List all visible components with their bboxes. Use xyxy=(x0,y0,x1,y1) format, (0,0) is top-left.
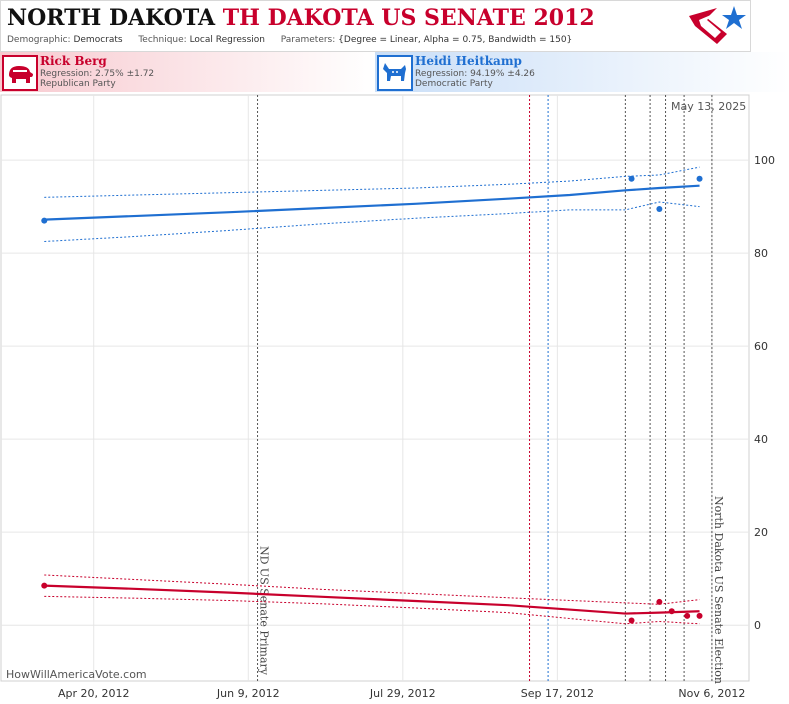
confidence-lower-line xyxy=(44,595,700,625)
candidate-name: Heidi Heitkamp xyxy=(415,54,522,68)
y-tick-label: 80 xyxy=(754,247,768,260)
parameters-label: Parameters: xyxy=(280,35,336,45)
x-tick-label: Jun 9, 2012 xyxy=(216,687,280,700)
x-tick-label: Nov 6, 2012 xyxy=(678,687,745,700)
confidence-upper-line xyxy=(44,166,700,198)
data-point xyxy=(684,612,691,619)
donkey-icon xyxy=(377,55,413,91)
y-tick-label: 0 xyxy=(754,619,761,632)
poll-lines xyxy=(529,95,685,681)
candidate-democrat: Heidi Heitkamp Regression: 94.19% ±4.26 … xyxy=(375,52,789,92)
data-point xyxy=(628,175,635,182)
parameters-value: {Degree = Linear, Alpha = 0.75, Bandwidt… xyxy=(338,35,573,45)
candidate-regression: Regression: 94.19% ±4.26 xyxy=(415,69,535,79)
parameters-bar: Demographic: Democrats Technique: Local … xyxy=(7,35,572,45)
x-tick-label: Apr 20, 2012 xyxy=(58,687,130,700)
data-point xyxy=(41,217,48,224)
title-state: NORTH DAKOTA xyxy=(7,5,216,31)
data-point xyxy=(668,608,675,615)
y-axis: 0 20 40 60 80 100 xyxy=(754,154,775,632)
series-layer xyxy=(41,166,703,625)
candidate-party: Republican Party xyxy=(40,79,116,89)
candidate-regression: Regression: 2.75% ±1.72 xyxy=(40,69,155,79)
page-title: NORTH DAKOTA TH DAKOTA US SENATE 2012 xyxy=(7,5,595,31)
date-stamp: May 13, 2025 xyxy=(671,100,747,113)
x-tick-label: Jul 29, 2012 xyxy=(369,687,436,700)
x-tick-label: Sep 17, 2012 xyxy=(521,687,594,700)
demographic-value: Democrats xyxy=(73,35,123,45)
y-tick-label: 60 xyxy=(754,340,768,353)
watermark: HowWillAmericaVote.com xyxy=(6,668,147,681)
series-berg xyxy=(41,574,703,625)
y-tick-label: 40 xyxy=(754,433,768,446)
data-point xyxy=(696,175,703,182)
event-label: North Dakota US Senate Election xyxy=(712,496,725,684)
technique-label: Technique: xyxy=(138,35,187,45)
y-tick-label: 100 xyxy=(754,154,775,167)
event-lines: ND US Senate Primary North Dakota US Sena… xyxy=(257,95,725,684)
series-heitkamp xyxy=(41,166,703,242)
candidate-republican: Rick Berg Regression: 2.75% ±1.72 Republ… xyxy=(0,52,375,92)
title-race: TH DAKOTA US SENATE 2012 xyxy=(222,5,595,31)
candidate-name: Rick Berg xyxy=(40,54,107,68)
data-point xyxy=(656,598,663,605)
site-logo-icon xyxy=(689,6,746,44)
y-tick-label: 20 xyxy=(754,526,768,539)
data-point xyxy=(41,582,48,589)
data-point xyxy=(696,612,703,619)
technique-value: Local Regression xyxy=(189,35,265,45)
x-axis: Apr 20, 2012 Jun 9, 2012 Jul 29, 2012 Sep 1… xyxy=(58,687,745,700)
elephant-icon xyxy=(2,55,38,91)
candidate-party: Democratic Party xyxy=(415,79,493,89)
data-point xyxy=(656,205,663,212)
demographic-label: Demographic: xyxy=(7,35,71,45)
grid xyxy=(1,95,749,681)
confidence-upper-line xyxy=(44,574,700,605)
trend-line xyxy=(44,184,700,221)
header: NORTH DAKOTA TH DAKOTA US SENATE 2012 De… xyxy=(0,0,751,52)
event-label: ND US Senate Primary xyxy=(258,546,271,676)
plot-area xyxy=(0,94,750,682)
data-point xyxy=(628,617,635,624)
trend-line xyxy=(44,584,700,615)
